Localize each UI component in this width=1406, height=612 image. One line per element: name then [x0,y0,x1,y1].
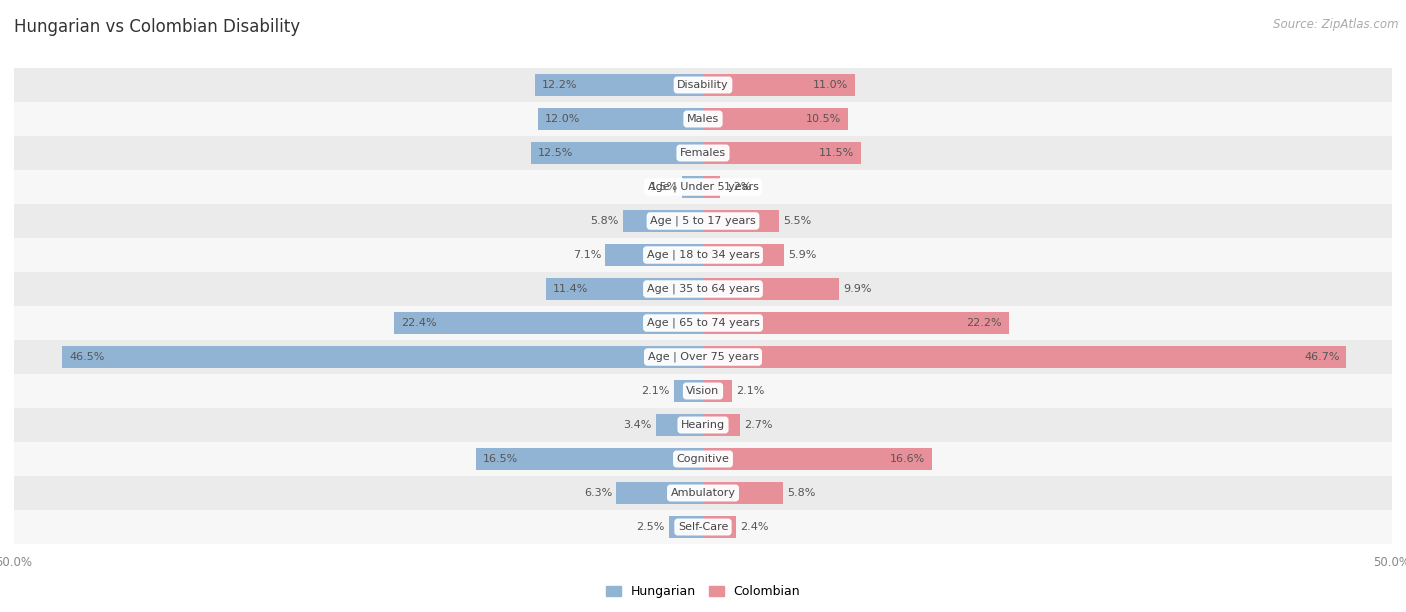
Bar [703,278,839,299]
Bar [14,272,1392,306]
Text: 7.1%: 7.1% [572,250,600,260]
Text: Age | 35 to 64 years: Age | 35 to 64 years [647,284,759,294]
Text: 2.1%: 2.1% [641,386,669,396]
Text: Hearing: Hearing [681,420,725,430]
Text: 9.9%: 9.9% [844,284,872,294]
Bar [605,244,703,266]
Bar [14,204,1392,238]
Bar [475,449,703,469]
Text: Disability: Disability [678,80,728,90]
Bar [703,211,779,231]
Bar [703,244,785,266]
Text: Hungarian vs Colombian Disability: Hungarian vs Colombian Disability [14,18,301,36]
Bar [14,442,1392,476]
Bar [669,517,703,537]
Bar [14,68,1392,102]
Text: 12.0%: 12.0% [544,114,579,124]
Text: 5.5%: 5.5% [783,216,811,226]
Text: 6.3%: 6.3% [583,488,612,498]
Bar [14,170,1392,204]
Bar [14,102,1392,136]
Bar [703,108,848,130]
Text: 12.5%: 12.5% [537,148,574,158]
Bar [703,482,783,504]
Text: 46.7%: 46.7% [1305,352,1340,362]
Text: 11.4%: 11.4% [553,284,588,294]
Text: 3.4%: 3.4% [624,420,652,430]
Bar [534,75,703,95]
Bar [394,313,703,334]
Text: 1.2%: 1.2% [724,182,752,192]
Text: Males: Males [688,114,718,124]
Text: 10.5%: 10.5% [806,114,841,124]
Text: 46.5%: 46.5% [69,352,104,362]
Text: Age | Under 5 years: Age | Under 5 years [648,182,758,192]
Bar [14,476,1392,510]
Bar [703,143,862,163]
Bar [703,381,733,401]
Text: 2.7%: 2.7% [744,420,773,430]
Text: Age | 18 to 34 years: Age | 18 to 34 years [647,250,759,260]
Bar [682,176,703,198]
Text: 22.2%: 22.2% [966,318,1002,328]
Bar [14,408,1392,442]
Bar [14,136,1392,170]
Bar [703,414,740,436]
Text: 16.5%: 16.5% [482,454,517,464]
Text: Source: ZipAtlas.com: Source: ZipAtlas.com [1274,18,1399,31]
Text: Age | 5 to 17 years: Age | 5 to 17 years [650,216,756,226]
Bar [531,143,703,163]
Text: 2.1%: 2.1% [737,386,765,396]
Bar [703,346,1347,368]
Bar [616,482,703,504]
Text: Ambulatory: Ambulatory [671,488,735,498]
Bar [673,381,703,401]
Bar [546,278,703,299]
Text: 5.9%: 5.9% [789,250,817,260]
Bar [703,517,737,537]
Bar [703,449,932,469]
Text: Females: Females [681,148,725,158]
Bar [657,414,703,436]
Text: Vision: Vision [686,386,720,396]
Text: Cognitive: Cognitive [676,454,730,464]
Text: 1.5%: 1.5% [650,182,678,192]
Text: 2.4%: 2.4% [740,522,769,532]
Bar [14,340,1392,374]
Text: 11.5%: 11.5% [820,148,855,158]
Bar [14,510,1392,544]
Text: Self-Care: Self-Care [678,522,728,532]
Text: 5.8%: 5.8% [787,488,815,498]
Text: 16.6%: 16.6% [890,454,925,464]
Legend: Hungarian, Colombian: Hungarian, Colombian [600,580,806,603]
Text: Age | 65 to 74 years: Age | 65 to 74 years [647,318,759,328]
Text: Age | Over 75 years: Age | Over 75 years [648,352,758,362]
Text: 5.8%: 5.8% [591,216,619,226]
Bar [703,75,855,95]
Text: 22.4%: 22.4% [401,318,437,328]
Bar [623,211,703,231]
Bar [14,306,1392,340]
Text: 11.0%: 11.0% [813,80,848,90]
Bar [537,108,703,130]
Bar [14,238,1392,272]
Bar [703,313,1010,334]
Bar [703,176,720,198]
Bar [62,346,703,368]
Bar [14,374,1392,408]
Text: 2.5%: 2.5% [636,522,665,532]
Text: 12.2%: 12.2% [541,80,578,90]
